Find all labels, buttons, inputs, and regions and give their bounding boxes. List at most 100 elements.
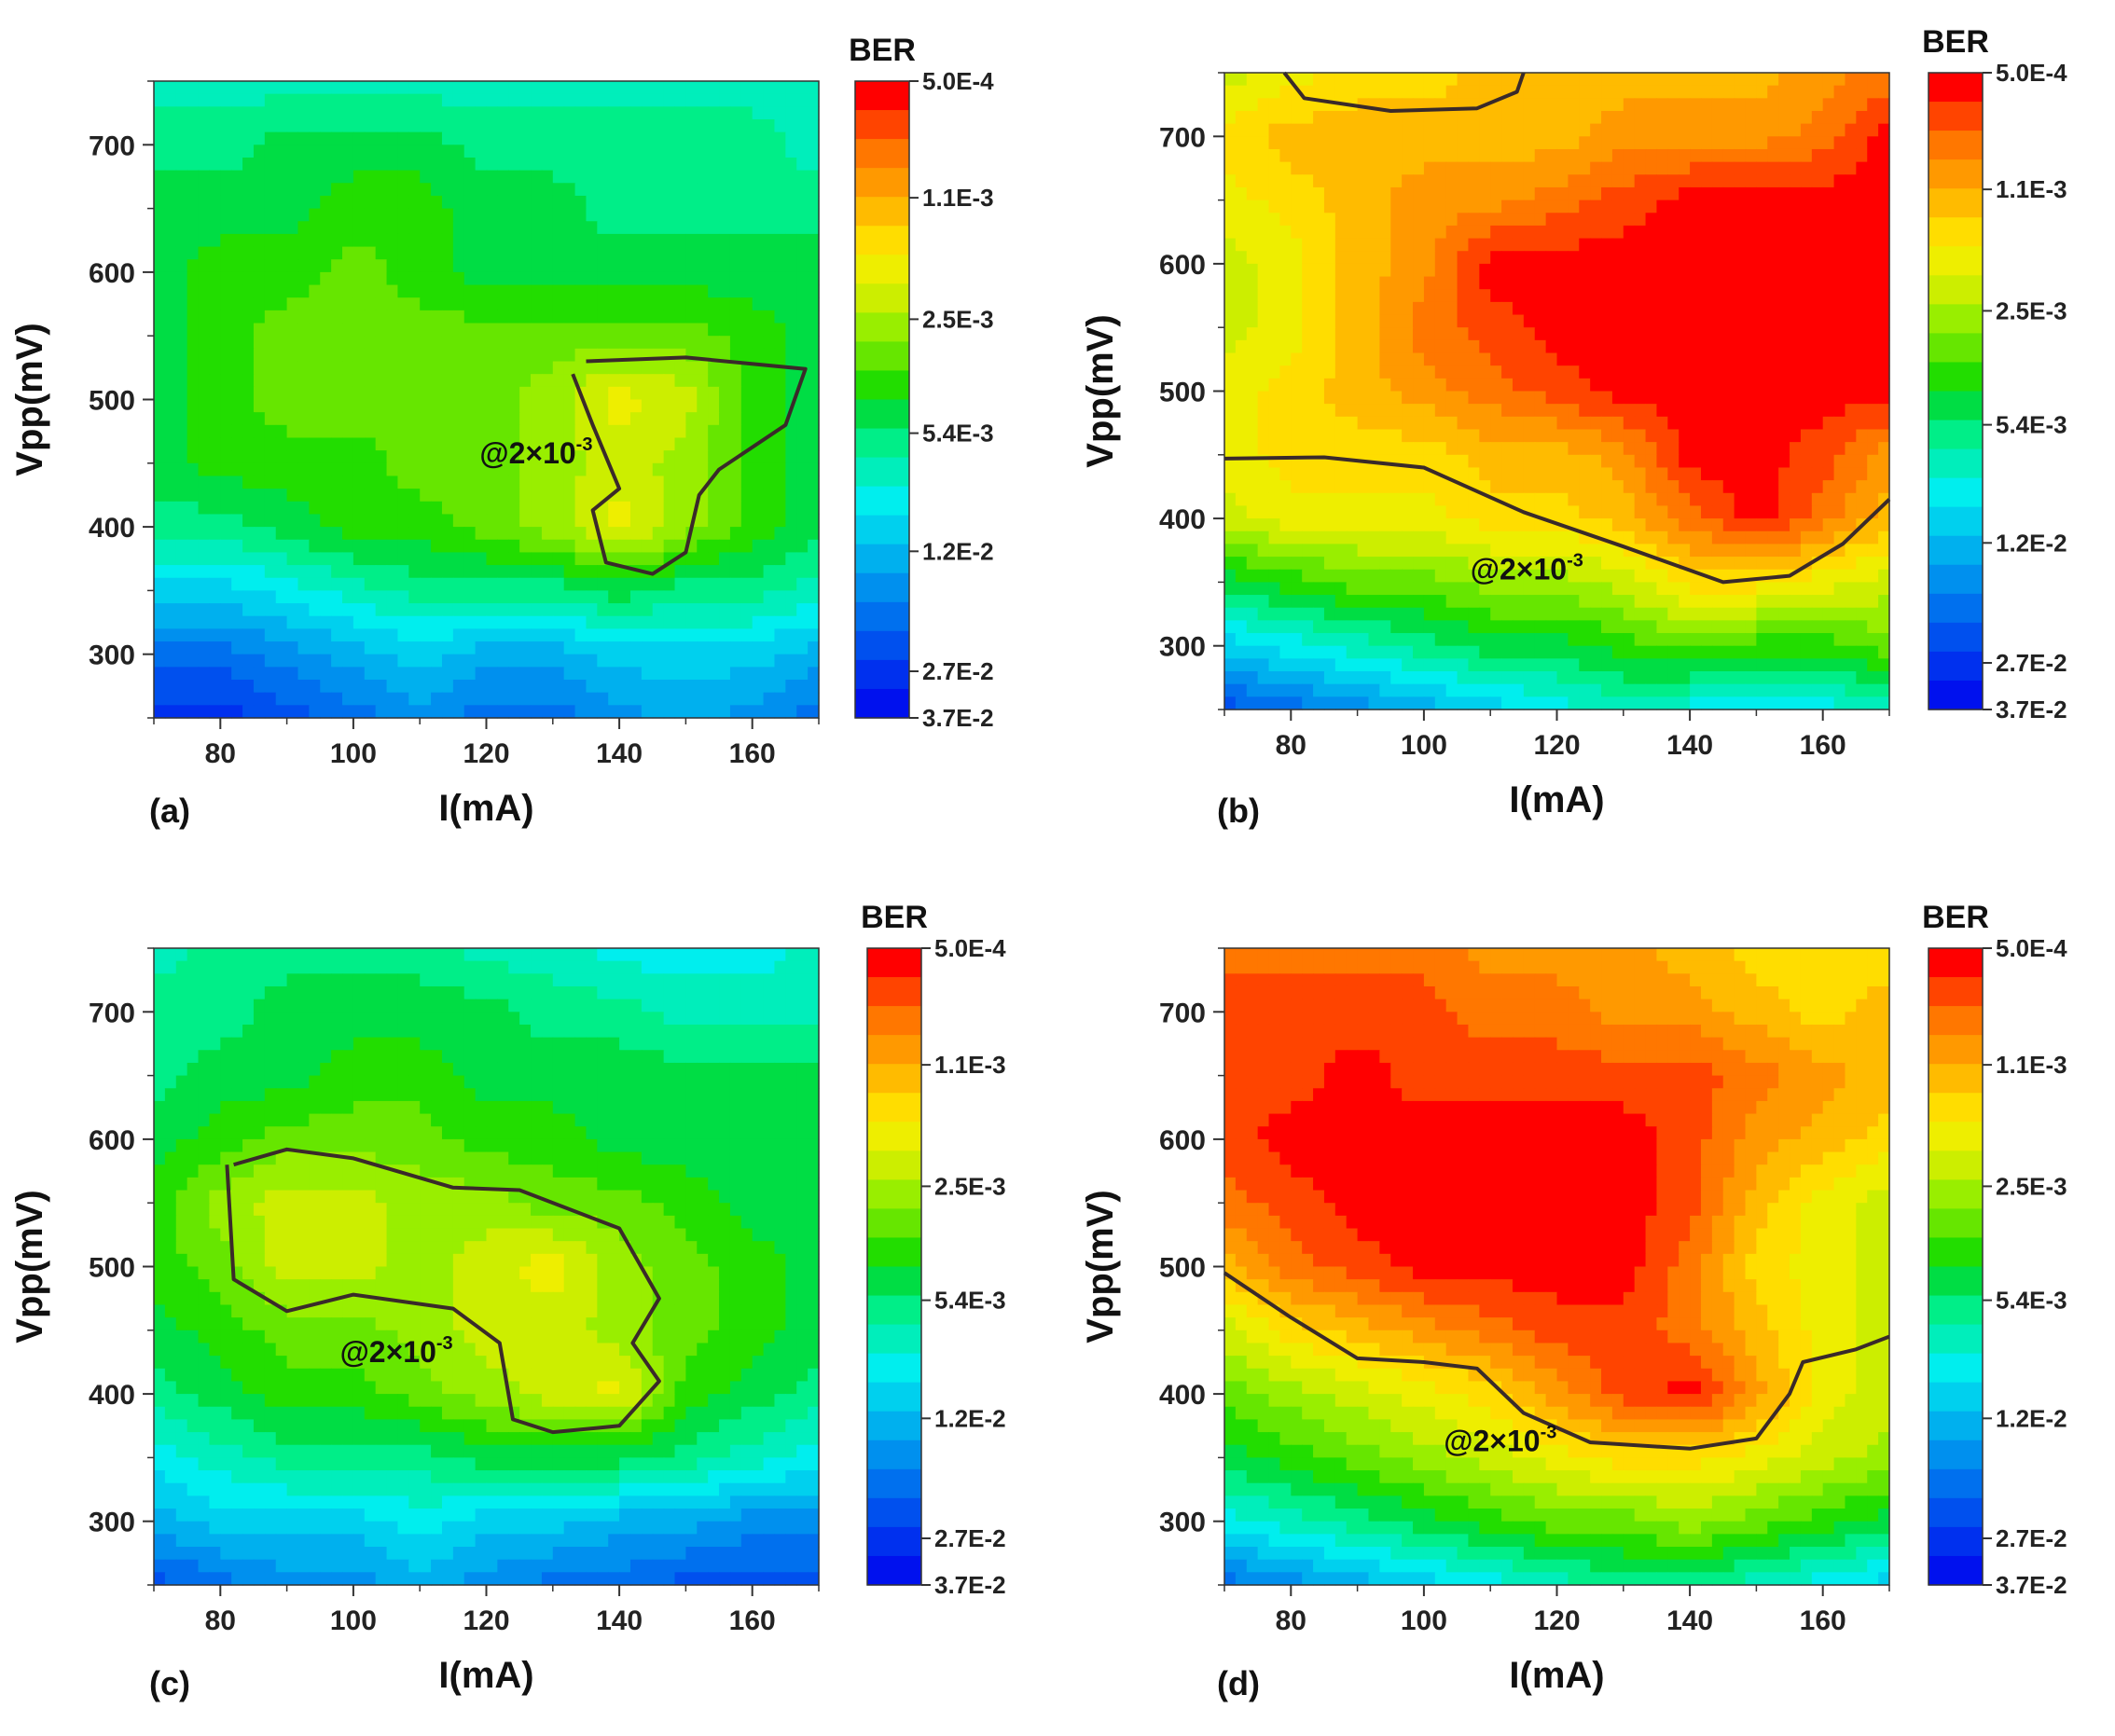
heatmap-cell bbox=[1434, 186, 1447, 201]
heatmap-cell bbox=[175, 641, 188, 655]
heatmap-cell bbox=[1268, 136, 1281, 150]
heatmap-cell bbox=[375, 374, 388, 388]
heatmap-cell bbox=[331, 297, 343, 311]
heatmap-cell bbox=[1257, 251, 1270, 265]
heatmap-cell bbox=[431, 424, 443, 439]
heatmap-cell bbox=[1679, 314, 1691, 328]
heatmap-cell bbox=[475, 527, 488, 541]
heatmap-cell bbox=[1512, 213, 1525, 227]
heatmap-cell bbox=[586, 450, 598, 464]
heatmap-cell bbox=[309, 705, 321, 719]
heatmap-cell bbox=[475, 93, 488, 107]
heatmap-cell bbox=[441, 565, 454, 579]
heatmap-cell bbox=[209, 170, 221, 184]
heatmap-cell bbox=[740, 183, 753, 197]
heatmap-cell bbox=[719, 195, 731, 210]
heatmap-cell bbox=[1845, 442, 1857, 456]
heatmap-cell bbox=[386, 692, 399, 706]
heatmap-cell bbox=[1756, 442, 1768, 456]
heatmap-cell bbox=[452, 259, 465, 273]
heatmap-cell bbox=[1822, 378, 1835, 393]
heatmap-cell bbox=[697, 577, 709, 591]
heatmap-cell bbox=[386, 297, 399, 311]
heatmap-cell bbox=[674, 145, 686, 158]
heatmap-cell bbox=[629, 361, 643, 375]
heatmap-cell bbox=[1235, 123, 1248, 137]
heatmap-cell bbox=[641, 336, 654, 350]
heatmap-cell bbox=[198, 284, 211, 298]
colorbar-swatch bbox=[855, 457, 909, 488]
heatmap-cell bbox=[1357, 213, 1370, 227]
heatmap-cell bbox=[420, 259, 432, 273]
heatmap-cell bbox=[1690, 404, 1702, 418]
heatmap-cell bbox=[1246, 352, 1259, 366]
heatmap-cell bbox=[574, 577, 588, 591]
heatmap-cell bbox=[242, 577, 255, 591]
heatmap-cell bbox=[1790, 467, 1802, 481]
heatmap-cell bbox=[1634, 442, 1647, 456]
heatmap-cell bbox=[1667, 186, 1680, 201]
heatmap-cell bbox=[164, 539, 177, 554]
heatmap-cell bbox=[242, 233, 255, 248]
heatmap-cell bbox=[420, 680, 432, 694]
heatmap-cell bbox=[441, 259, 454, 273]
heatmap-cell bbox=[475, 399, 488, 413]
heatmap-cell bbox=[1323, 276, 1336, 290]
heatmap-cell bbox=[441, 221, 454, 235]
heatmap-cell bbox=[486, 489, 498, 503]
heatmap-cell bbox=[674, 501, 686, 516]
heatmap-cell bbox=[1667, 174, 1680, 188]
heatmap-cell bbox=[386, 565, 399, 579]
heatmap-cell bbox=[552, 386, 565, 401]
heatmap-cell bbox=[375, 170, 388, 184]
heatmap-cell bbox=[1679, 213, 1691, 227]
heatmap-cell bbox=[808, 590, 820, 604]
heatmap-cell bbox=[1690, 136, 1702, 150]
heatmap-cell bbox=[563, 259, 576, 273]
heatmap-cell bbox=[375, 565, 388, 579]
heatmap-cell bbox=[740, 641, 753, 655]
heatmap-cell bbox=[641, 221, 654, 235]
heatmap-cell bbox=[154, 565, 166, 579]
heatmap-cell bbox=[364, 271, 377, 286]
heatmap-cell bbox=[264, 386, 277, 401]
heatmap-cell bbox=[1800, 327, 1813, 341]
heatmap-cell bbox=[452, 527, 465, 541]
heatmap-cell bbox=[774, 590, 786, 604]
heatmap-cell bbox=[796, 195, 809, 210]
heatmap-cell bbox=[1390, 416, 1403, 431]
heatmap-cell bbox=[1268, 327, 1281, 341]
heatmap-cell bbox=[629, 118, 643, 133]
heatmap-cell bbox=[796, 615, 809, 629]
heatmap-cell bbox=[220, 552, 232, 566]
heatmap-cell bbox=[275, 323, 288, 337]
heatmap-cell bbox=[242, 667, 255, 681]
heatmap-cell bbox=[486, 654, 498, 668]
heatmap-cell bbox=[220, 348, 232, 363]
heatmap-cell bbox=[619, 81, 631, 95]
heatmap-cell bbox=[242, 246, 255, 260]
heatmap-cell bbox=[785, 577, 797, 591]
heatmap-cell bbox=[1756, 174, 1768, 188]
heatmap-cell bbox=[508, 157, 520, 172]
x-tick-label: 80 bbox=[205, 738, 236, 769]
heatmap-cell bbox=[1346, 110, 1359, 125]
heatmap-cell bbox=[785, 424, 797, 439]
heatmap-cell bbox=[552, 81, 565, 95]
heatmap-cell bbox=[164, 93, 177, 107]
heatmap-cell bbox=[1445, 213, 1458, 227]
heatmap-cell bbox=[320, 145, 332, 158]
heatmap-cell bbox=[1468, 429, 1480, 443]
heatmap-cell bbox=[729, 221, 742, 235]
heatmap-cell bbox=[1634, 314, 1647, 328]
heatmap-cell bbox=[375, 284, 388, 298]
heatmap-cell bbox=[497, 259, 509, 273]
heatmap-cell bbox=[154, 93, 166, 107]
heatmap-cell bbox=[1445, 263, 1458, 278]
heatmap-cell bbox=[497, 489, 509, 503]
heatmap-cell bbox=[1568, 161, 1580, 175]
heatmap-cell bbox=[1390, 161, 1403, 175]
heatmap-cell bbox=[1756, 391, 1768, 405]
heatmap-cell bbox=[1556, 352, 1569, 366]
heatmap-cell bbox=[608, 654, 620, 668]
